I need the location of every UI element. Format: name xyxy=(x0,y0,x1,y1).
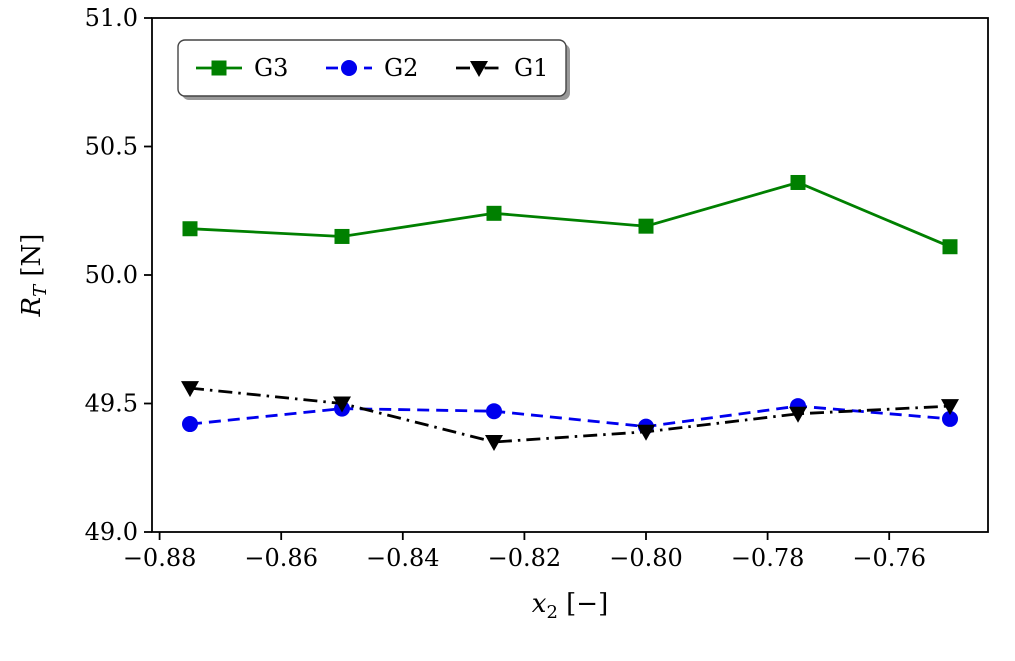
x-tick-label: −0.82 xyxy=(488,544,562,572)
x-tick-label: −0.88 xyxy=(123,544,197,572)
y-axis-label: RT [N] xyxy=(17,234,51,318)
legend-marker-g3 xyxy=(211,60,227,76)
series-marker-g3 xyxy=(638,218,654,234)
plot-border xyxy=(151,17,989,533)
legend-item-g3: G3 xyxy=(196,54,288,82)
legend-marker-g1 xyxy=(470,61,488,77)
series-line-g3 xyxy=(189,181,951,248)
series-marker-g1 xyxy=(485,435,503,452)
legend: G3 G2 G1 xyxy=(177,39,570,100)
series-marker-g1 xyxy=(941,399,959,416)
legend-label-g3: G3 xyxy=(254,54,288,82)
legend-label-g1: G1 xyxy=(514,54,548,82)
series-marker-g3 xyxy=(334,228,350,244)
series-marker-g1 xyxy=(333,396,351,413)
series-marker-g1 xyxy=(181,381,199,398)
series-marker-g3 xyxy=(182,221,198,237)
series-marker-g3 xyxy=(790,174,806,190)
y-tick-label: 51.0 xyxy=(85,4,138,32)
series-line-g1 xyxy=(189,386,951,444)
x-tick-label: −0.84 xyxy=(366,544,440,572)
legend-item-g2: G2 xyxy=(326,54,418,82)
plot-area xyxy=(152,18,988,532)
y-tick-label: 50.0 xyxy=(85,261,138,289)
series-marker-g2 xyxy=(486,403,502,420)
legend-marker-g2 xyxy=(341,60,357,76)
series-layer xyxy=(181,174,959,452)
series-line-g2 xyxy=(189,404,951,429)
x-axis-label: x2 [−] xyxy=(532,589,608,623)
x-tick-label: −0.78 xyxy=(731,544,805,572)
x-tick-label: −0.76 xyxy=(852,544,926,572)
series-marker-g3 xyxy=(486,205,502,221)
y-tick-label: 50.5 xyxy=(85,133,138,161)
series-marker-g1 xyxy=(789,406,807,423)
y-tick-label: 49.0 xyxy=(85,518,138,546)
x-tick-label: −0.80 xyxy=(609,544,683,572)
x-tick-label: −0.86 xyxy=(244,544,318,572)
y-tick-label: 49.5 xyxy=(85,390,138,418)
series-marker-g1 xyxy=(637,424,655,441)
series-marker-g2 xyxy=(182,416,198,433)
series-marker-g2 xyxy=(942,410,958,427)
legend-label-g2: G2 xyxy=(384,54,418,82)
series-marker-g3 xyxy=(942,239,958,255)
legend-item-g1: G1 xyxy=(456,54,548,82)
